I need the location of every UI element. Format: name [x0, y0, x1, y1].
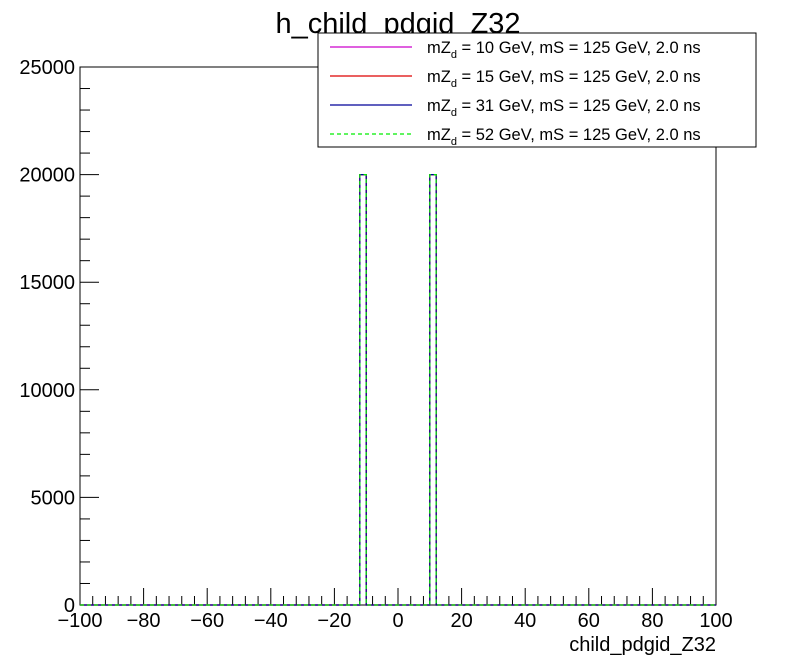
x-tick-label: 60 — [578, 610, 600, 632]
x-tick-label: −80 — [127, 610, 161, 632]
y-tick-label: 15000 — [19, 272, 75, 294]
x-tick-label: −40 — [254, 610, 288, 632]
series-histogram-line — [80, 174, 716, 606]
x-tick-label: −60 — [190, 610, 224, 632]
y-tick-label: 0 — [64, 595, 75, 617]
x-tick-label: −20 — [317, 610, 351, 632]
axis-ticks-group: −100 −80 −60 −40 −20 0 20 40 60 80 100 0 5000 10000 15… — [19, 57, 732, 632]
x-axis-title: child_pdgid_Z32 — [569, 634, 716, 656]
x-tick-label: 80 — [641, 610, 663, 632]
legend-label: mZd = 52 GeV, mS = 125 GeV, 2.0 ns — [427, 126, 701, 148]
x-tick-label: 20 — [450, 610, 472, 632]
legend-label: mZd = 10 GeV, mS = 125 GeV, 2.0 ns — [427, 39, 701, 61]
legend-label: mZd = 31 GeV, mS = 125 GeV, 2.0 ns — [427, 97, 701, 119]
series-group — [80, 174, 716, 606]
y-tick-label: 5000 — [31, 487, 76, 509]
legend-label: mZd = 15 GeV, mS = 125 GeV, 2.0 ns — [427, 68, 701, 90]
legend: mZd = 10 GeV, mS = 125 GeV, 2.0 ns mZd = … — [317, 32, 757, 148]
x-tick-label: 100 — [699, 610, 732, 632]
x-tick-label: −100 — [57, 610, 102, 632]
y-tick-label: 10000 — [19, 380, 75, 402]
x-tick-label: 40 — [514, 610, 536, 632]
legend-box — [317, 32, 757, 148]
x-tick-label: 0 — [392, 610, 403, 632]
y-tick-label: 25000 — [19, 57, 75, 79]
y-tick-label: 20000 — [19, 165, 75, 187]
series-4 — [80, 174, 716, 606]
